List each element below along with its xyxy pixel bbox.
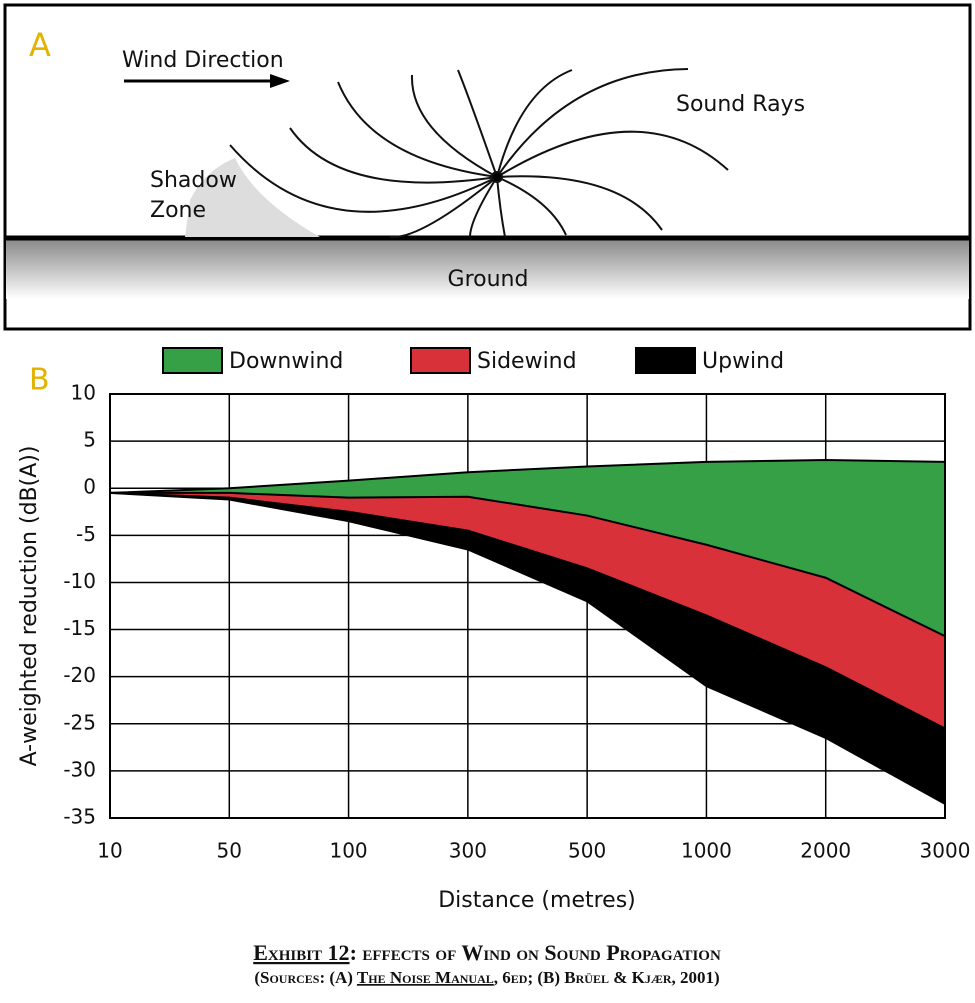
area-edge — [109, 491, 946, 805]
x-tick-label: 300 — [449, 839, 487, 863]
y-tick-label: -30 — [63, 757, 96, 781]
x-tick-label: 10 — [97, 839, 122, 863]
rays-label: Sound Rays — [676, 92, 805, 117]
diagram: A Wind Direction Sound Rays Shadow Zone … — [3, 3, 972, 331]
panel-label: A — [29, 26, 51, 64]
panel-label: B — [29, 363, 50, 398]
wind-label: Wind Direction — [122, 48, 284, 73]
x-tick-label: 50 — [217, 839, 242, 863]
area-edge — [109, 491, 946, 730]
y-axis-title: A-weighted reduction (dB(A)) — [17, 446, 42, 767]
legend-swatch — [635, 347, 696, 374]
legend-label: Downwind — [229, 349, 343, 374]
areas — [109, 458, 946, 805]
y-tick-label: -5 — [76, 522, 96, 546]
y-tick-label: -35 — [63, 805, 96, 829]
area-band — [110, 492, 945, 729]
ground-label: Ground — [448, 267, 529, 292]
wind-arrowhead — [270, 74, 290, 88]
area-edge — [109, 458, 946, 494]
x-tick-label: 500 — [568, 839, 606, 863]
ground-fill — [6, 239, 969, 299]
y-tick-label: 5 — [83, 428, 96, 452]
sound-rays — [229, 68, 729, 239]
x-tick-label: 3000 — [920, 839, 971, 863]
y-tick-label: 10 — [71, 381, 96, 405]
caption-exhibit: Exhibit 12 — [253, 940, 349, 965]
y-tick-label: -25 — [63, 710, 96, 734]
sources-text: , 6ed; (B) Brüel & Kjær, 2001) — [494, 968, 720, 987]
sources-text: (Sources: (A) — [254, 968, 357, 987]
y-tick-label: -15 — [63, 616, 96, 640]
y-tick-label: 0 — [83, 475, 96, 499]
y-tick-label: -20 — [63, 663, 96, 687]
x-tick-label: 100 — [329, 839, 367, 863]
plot-frame — [109, 393, 946, 819]
legend-label: Upwind — [702, 349, 784, 374]
legend-swatch — [410, 347, 471, 374]
caption-title: Exhibit 12: effects of Wind on Sound Pro… — [253, 940, 721, 965]
sources-book: The Noise Manual — [357, 968, 494, 987]
area-edge — [110, 491, 946, 638]
x-axis-title: Distance (metres) — [438, 888, 636, 913]
area-band — [110, 459, 945, 637]
legend-swatch — [162, 347, 223, 374]
x-tick-label: 2000 — [800, 839, 851, 863]
shadow-label: Shadow — [150, 168, 237, 193]
legend-label: Sidewind — [477, 349, 577, 374]
chart: B Distance (metres) A-weighted reduction… — [17, 347, 971, 913]
y-tick-label: -10 — [63, 569, 96, 593]
caption: Exhibit 12: effects of Wind on Sound Pro… — [253, 940, 721, 987]
caption-text: : effects of Wind on Sound Propagation — [350, 940, 721, 965]
caption-sources: (Sources: (A) The Noise Manual, 6ed; (B)… — [254, 968, 719, 987]
x-tick-label: 1000 — [681, 839, 732, 863]
shadow-label: Zone — [150, 198, 206, 223]
shadow-zone — [185, 158, 320, 237]
area-band — [110, 492, 945, 804]
